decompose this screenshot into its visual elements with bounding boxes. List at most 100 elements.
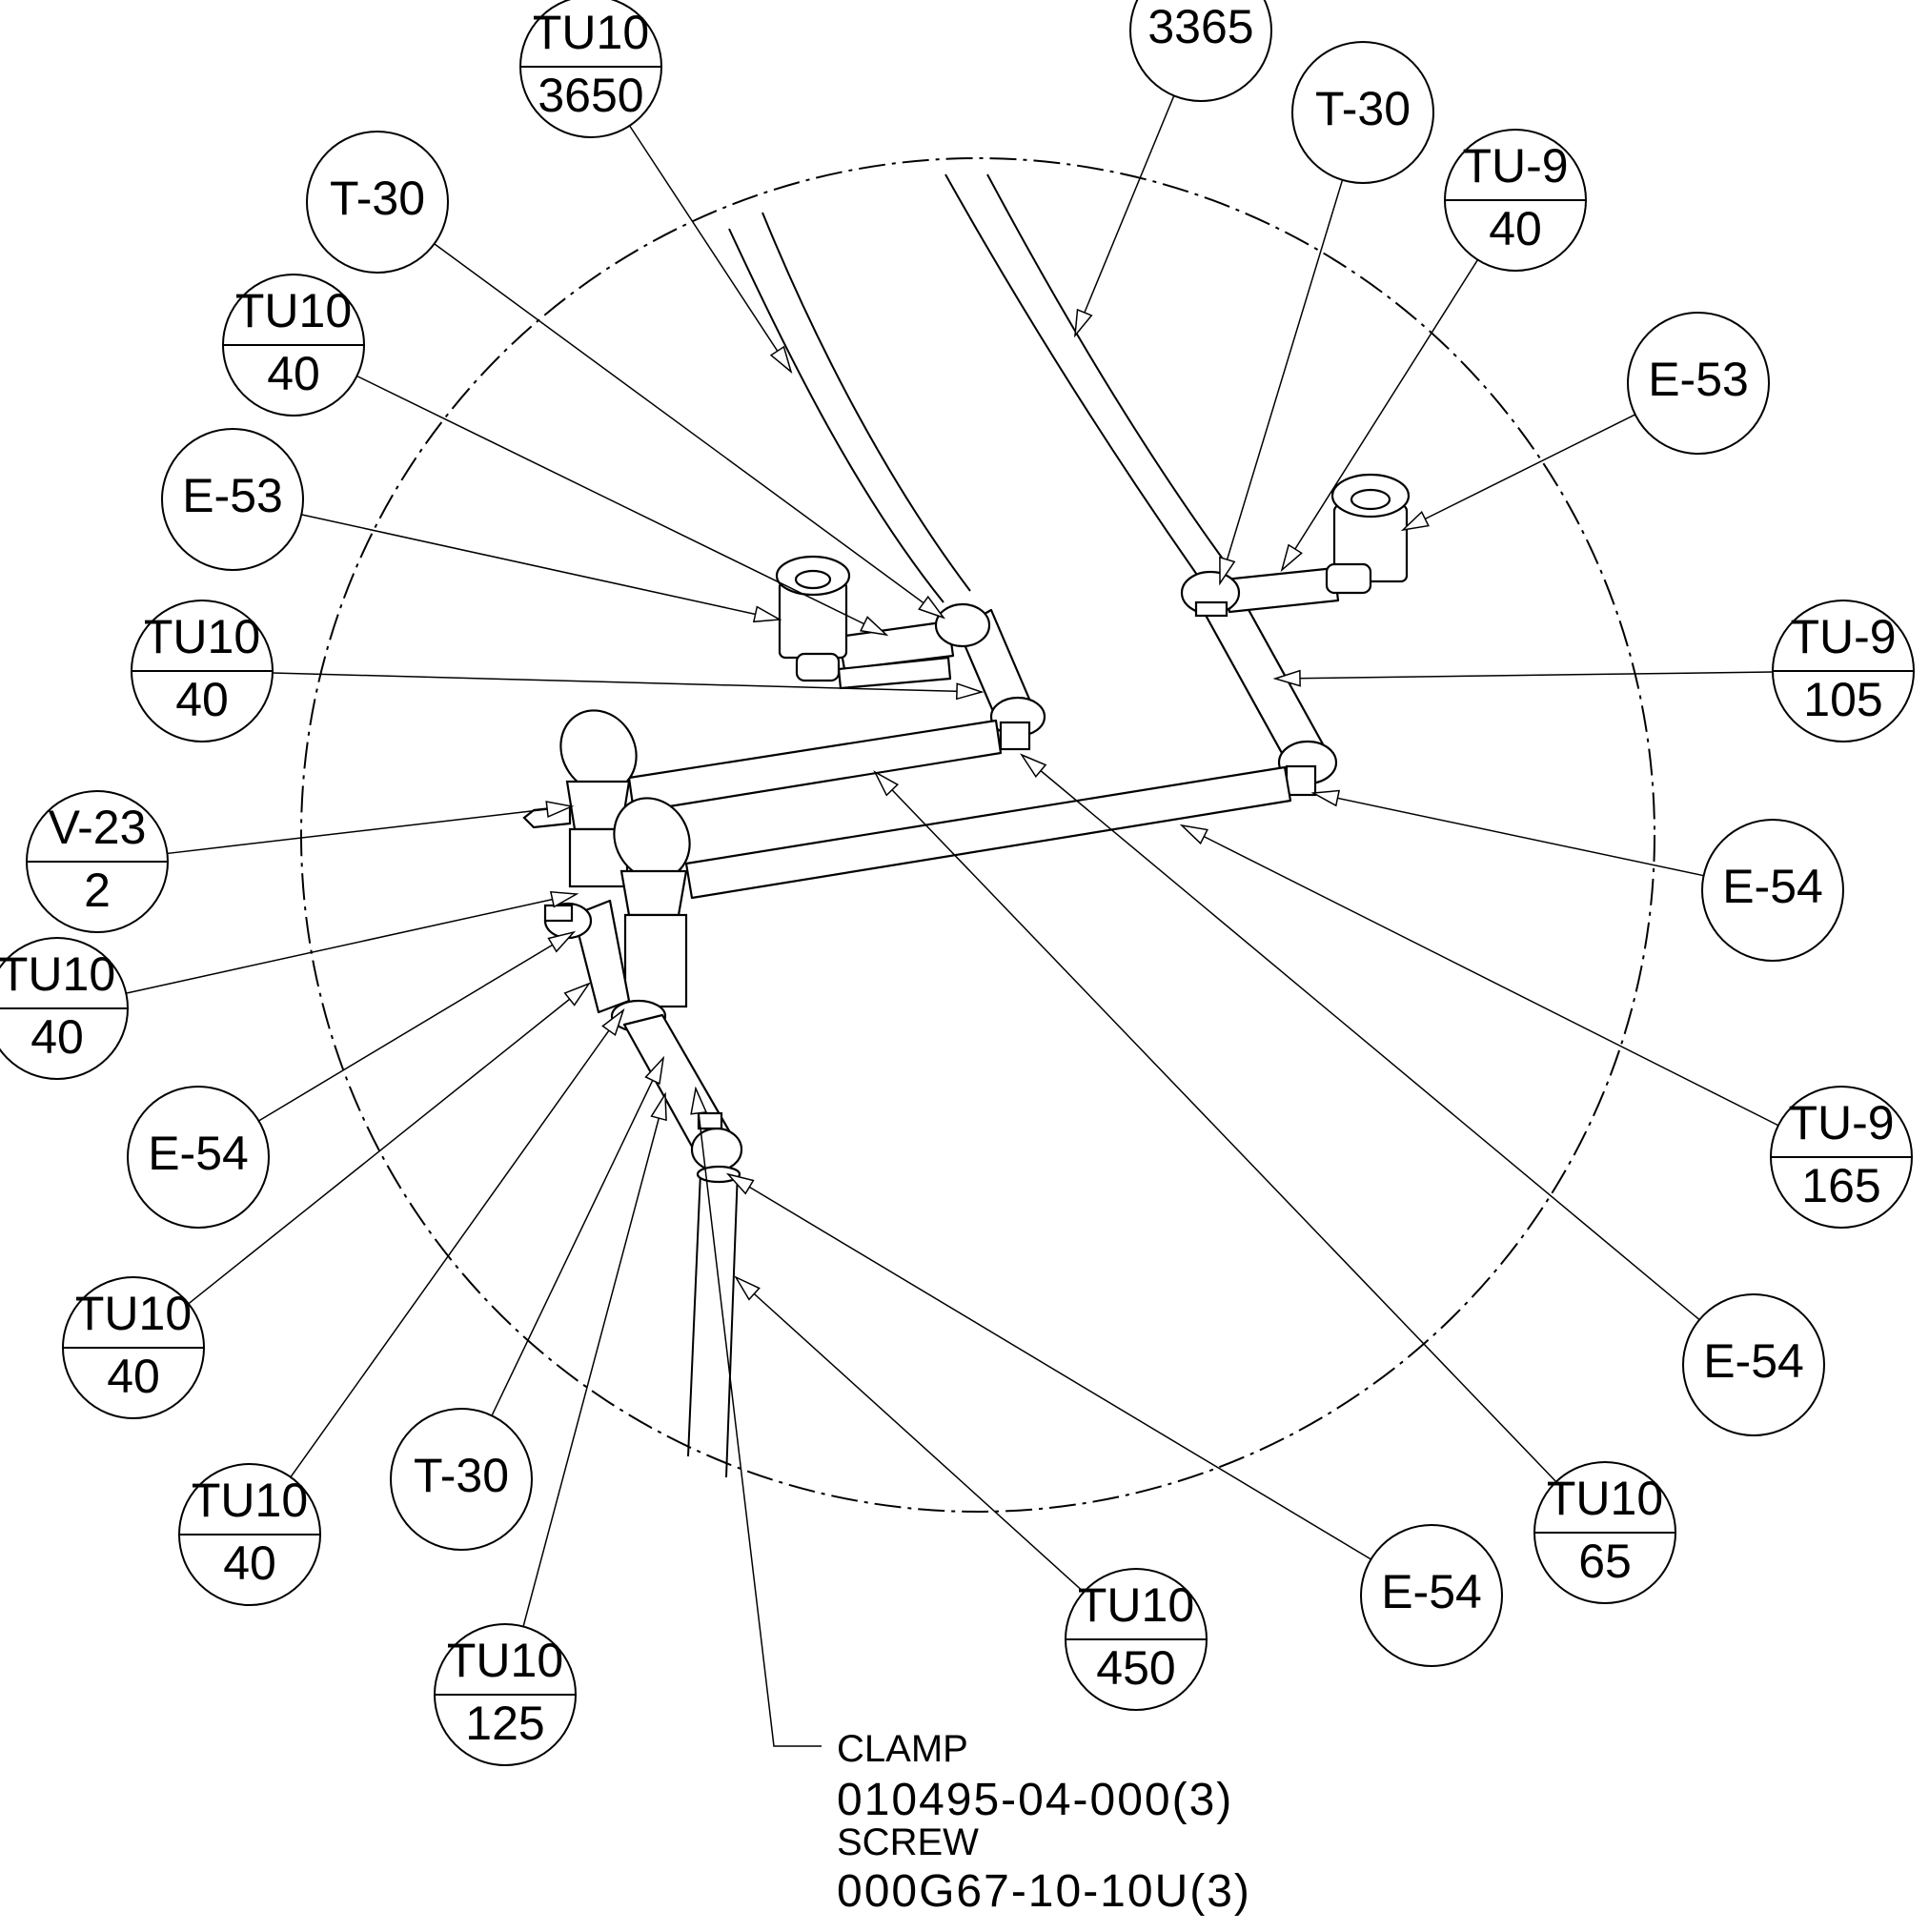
- callout-quantity: 65: [1578, 1535, 1632, 1588]
- callout-part-code: T-30: [330, 172, 425, 225]
- leader-line-e53-right: [1402, 414, 1636, 531]
- long-pipe-right-edge: [986, 173, 1230, 569]
- leader-arrowhead-tu9-105: [1272, 669, 1301, 687]
- note-screw-part: 000G67-10-10U(3): [837, 1866, 1251, 1917]
- leader-line-v23-2: [167, 805, 573, 855]
- valve-right-stem: [623, 913, 688, 1008]
- leader-line-tu10-40-a: [356, 375, 887, 636]
- callout-quantity: 3650: [538, 69, 643, 122]
- leader-line-tu10-125: [522, 1093, 666, 1627]
- callout-quantity: 40: [30, 1010, 84, 1064]
- callout-part-code: E-54: [1722, 860, 1823, 913]
- callout-part-code: TU10: [533, 6, 649, 59]
- note-clamp-label: CLAMP: [837, 1728, 968, 1770]
- filter-right-inner: [1350, 488, 1391, 511]
- elbow-left-top: [934, 602, 991, 648]
- callout-quantity: 3365: [1147, 0, 1253, 53]
- callout-part-code: TU10: [447, 1634, 563, 1687]
- callout-bubble-e53-left: E-53: [161, 428, 304, 571]
- clamp-lower-left: [543, 904, 574, 923]
- callout-bubble-tu10-40-d: TU10 40: [62, 1276, 205, 1419]
- leader-arrowhead-e53-right: [1400, 511, 1430, 532]
- clamp-right-top: [1194, 600, 1228, 618]
- callout-bubble-t30-a: T-30: [1291, 41, 1434, 184]
- leader-arrowhead-tu10-40-d: [563, 982, 591, 1007]
- leader-arrowhead-e54-lower-right: [1020, 753, 1047, 779]
- callout-part-code: E-54: [148, 1127, 249, 1180]
- callout-part-code: TU10: [1078, 1578, 1194, 1632]
- pipe-vertical-down-left: [687, 1171, 701, 1457]
- leader-arrowhead-tu10-3650: [769, 345, 793, 375]
- pipe-assembly: [522, 173, 1411, 1478]
- pipe-horizontal-lower: [684, 765, 1292, 900]
- callout-bubble-e54-right: E-54: [1701, 819, 1844, 962]
- callout-quantity: 2: [84, 864, 111, 917]
- leader-line-e53-left: [301, 514, 781, 620]
- pipe-right-branch: [1223, 566, 1340, 614]
- callout-bubble-tu10-40-e: TU10 40: [178, 1463, 321, 1606]
- callout-part-code: T-30: [414, 1449, 509, 1502]
- leader-arrowhead-tu9-165: [1179, 824, 1208, 845]
- callout-circle: [1360, 1524, 1503, 1667]
- callout-bubble-e53-right: E-53: [1627, 312, 1770, 455]
- part-note: CLAMP 010495-04-000(3) SCREW 000G67-10-1…: [837, 1728, 1251, 1917]
- callout-part-code: TU10: [1547, 1472, 1663, 1525]
- leader-arrowhead-e54-bottom: [725, 1172, 755, 1195]
- leader-line-t30-b: [434, 243, 944, 619]
- leader-arrowhead-tu10-450: [734, 1275, 761, 1301]
- leader-line-tu10-40-c: [126, 893, 578, 994]
- callout-bubble-tu10-40-b: TU10 40: [131, 600, 274, 742]
- leader-line-t30-c: [491, 1057, 664, 1416]
- clamp-bottom: [697, 1111, 723, 1130]
- callout-part-code: TU10: [0, 947, 115, 1001]
- callout-circle: [1701, 819, 1844, 962]
- callout-bubble-tu10-40-c: TU10 40: [0, 937, 129, 1080]
- callout-quantity: 40: [267, 347, 320, 400]
- callout-quantity: 40: [107, 1350, 160, 1403]
- leader-arrowhead-tu10-40-c: [549, 890, 579, 908]
- callout-bubble-tu9-40: TU-9 40: [1444, 129, 1587, 272]
- callout-circle: [1627, 312, 1770, 455]
- callout-quantity: 165: [1801, 1159, 1880, 1212]
- leader-arrowhead-v23-2: [545, 801, 575, 819]
- callout-quantity: 40: [175, 673, 229, 726]
- valve-right-body: [619, 869, 688, 917]
- leader-arrowhead-tu10-125: [650, 1091, 667, 1122]
- leader-line-tu9-105: [1274, 671, 1774, 680]
- callout-part-code: TU-9: [1462, 139, 1568, 193]
- note-screw-label: SCREW: [837, 1821, 979, 1863]
- pipe-left-branch-lower: [837, 656, 952, 690]
- callout-bubble-tu10-450: TU10 450: [1065, 1568, 1208, 1711]
- clamp-left-lower: [999, 721, 1031, 751]
- leader-line-tu10-40-e: [290, 1009, 624, 1478]
- callout-part-code: TU-9: [1788, 1096, 1894, 1149]
- leader-arrowhead-tu9-40: [1280, 543, 1303, 573]
- leader-line-tu10-450: [735, 1276, 1085, 1593]
- leader-line-tu9-40: [1281, 259, 1479, 571]
- filter-right-base: [1325, 562, 1372, 595]
- leader-line-tu10-40-d: [188, 983, 590, 1305]
- clamp-right-lower: [1285, 764, 1317, 797]
- elbow-bottom: [690, 1127, 743, 1172]
- callout-part-code: TU10: [235, 284, 352, 337]
- leader-line-tu10-40-b: [272, 672, 983, 693]
- callout-circle: [161, 428, 304, 571]
- filter-left-inner: [794, 569, 832, 590]
- leader-line-clamp-note: [695, 1088, 822, 1747]
- callout-circle: [306, 131, 449, 274]
- callout-circle: [1682, 1293, 1825, 1436]
- callout-circle: [390, 1408, 533, 1551]
- callout-part-code: V-23: [49, 801, 147, 854]
- callout-bubble-e54-bottom: E-54: [1360, 1524, 1503, 1667]
- callout-quantity: 450: [1096, 1641, 1175, 1695]
- leader-line-e54-bottom: [727, 1173, 1371, 1560]
- callout-quantity: 40: [223, 1536, 276, 1590]
- pipe-vertical-down-right: [725, 1169, 739, 1478]
- callout-bubble-e54-left: E-54: [127, 1086, 270, 1229]
- long-pipe-right: [944, 173, 1200, 579]
- leader-line-tu10-65: [874, 771, 1557, 1483]
- pipe-vertical-top: [696, 1165, 741, 1184]
- callout-part-code: E-54: [1703, 1334, 1804, 1388]
- callout-bubble-tu10-125: TU10 125: [434, 1623, 577, 1766]
- leader-arrowhead-tu10-65: [873, 770, 900, 797]
